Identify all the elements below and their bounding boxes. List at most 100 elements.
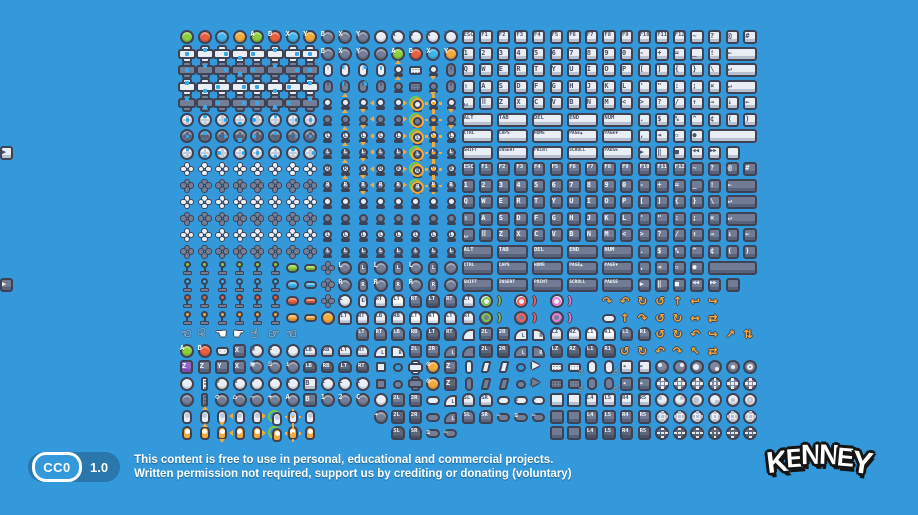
icon-key: .: [637, 244, 651, 259]
icon-plus: [409, 360, 423, 374]
icon-dpad: [215, 96, 230, 110]
icon-key: 2L: [479, 343, 493, 358]
icon-dpad: [180, 63, 194, 77]
icon-ball: [655, 360, 670, 374]
icon-tri: ▶: [532, 360, 540, 371]
icon-ball: [725, 360, 740, 374]
icon-ramp: L: [444, 395, 458, 407]
icon-stick: L: [321, 228, 335, 242]
icon-cb: A: [391, 30, 406, 44]
icon-key: DEL: [532, 244, 563, 259]
icon-key: /: [672, 228, 687, 242]
icon-trig: RT: [444, 294, 458, 308]
icon-key: (: [725, 244, 739, 259]
icon-key: ●: [690, 261, 704, 275]
icon-key: \: [708, 195, 722, 209]
icon-cring: [549, 294, 564, 308]
icon-key: 2L: [391, 393, 405, 407]
icon-key: P: [620, 63, 634, 77]
icon-rdpad: [268, 112, 282, 127]
icon-key: ?: [655, 96, 669, 110]
icon-rdpad: [180, 145, 194, 160]
icon-key: {: [672, 195, 687, 209]
icon-cring: [514, 310, 529, 325]
icon-stick: [426, 113, 440, 127]
icon-rdpad: [215, 145, 230, 160]
icon-padh: ☝: [567, 377, 583, 393]
icon-bigsq: [549, 426, 564, 440]
icon-key: T: [532, 63, 546, 77]
icon-key: F6: [567, 30, 581, 44]
icon-diam: [320, 261, 335, 275]
icon-key: →: [708, 96, 722, 110]
icon-stick: [444, 212, 458, 226]
icon-trig: RZ: [567, 343, 581, 358]
icon-diam: [232, 178, 247, 193]
icon-key: C: [532, 96, 546, 110]
icon-stick: L: [444, 146, 458, 160]
icon-diam: [250, 244, 265, 259]
icon-dpad: [268, 46, 282, 61]
icon-key: CTRL: [461, 129, 493, 143]
icon-rdpad: [180, 129, 194, 143]
icon-joy: [233, 310, 247, 325]
icon-diam: [303, 244, 318, 259]
icon-stick: [321, 212, 335, 226]
icon-icn: −: [250, 393, 265, 407]
icon-big: [286, 311, 300, 325]
icon-diam: [180, 228, 194, 242]
icon-cap: [426, 410, 440, 424]
icon-key: N: [584, 96, 599, 110]
icon-diam: [285, 195, 300, 209]
icon-ball: [655, 409, 670, 424]
icon-key: TAB: [496, 244, 528, 259]
icon-stick: [338, 109, 352, 127]
icon-diam: [268, 211, 282, 226]
icon-nun: L: [356, 261, 370, 275]
icon-dpad: [268, 79, 282, 94]
icon-key: L4: [584, 426, 599, 440]
icon-dpad: [285, 63, 300, 77]
icon-slant: [479, 377, 493, 391]
icon-key: 4: [514, 178, 528, 193]
icon-key: L5: [602, 409, 616, 424]
icon-key: O: [602, 63, 616, 77]
icon-key: B: [303, 376, 317, 391]
kenney-logo-letter: N: [800, 438, 820, 471]
icon-key: F3: [514, 30, 528, 44]
icon-ball: [690, 360, 705, 374]
icon-key: N: [584, 228, 599, 242]
icon-key: ←: [725, 178, 757, 193]
icon-ramp: L: [444, 411, 458, 424]
icon-trig: RB: [320, 361, 335, 373]
icon-trig: L1: [584, 327, 599, 341]
icon-diam: [250, 211, 265, 226]
icon-key: ?: [708, 162, 722, 176]
icon-cap: ≡: [514, 393, 528, 407]
icon-trig: SL: [461, 409, 475, 424]
icon-ramp: L: [514, 345, 528, 358]
icon-diam: [215, 195, 230, 209]
icon-key: X: [514, 96, 528, 110]
icon-diam: [285, 162, 300, 176]
icon-ball: [672, 393, 687, 407]
icon-key: F12: [672, 30, 687, 44]
icon-key: B: [567, 228, 581, 242]
icon-dpad: [285, 96, 300, 110]
icon-fb: Y: [303, 30, 318, 44]
icon-big: [286, 294, 300, 308]
icon-diam: [250, 178, 265, 193]
icon-icn: ⚙: [215, 393, 230, 407]
icon-rdpad: [197, 112, 212, 127]
icon-key: ↓: [725, 228, 739, 242]
icon-key: F10: [637, 162, 651, 176]
icon-key: ×: [708, 211, 722, 226]
icon-key: ▶: [0, 277, 14, 292]
icon-stick: R: [444, 162, 458, 176]
icon-stick: [426, 96, 440, 110]
icon-tri: ▶: [532, 376, 540, 388]
icon-key: Q: [461, 63, 475, 77]
icon-joy: [198, 294, 212, 308]
icon-key: Z: [496, 96, 511, 110]
icon-key: F4: [532, 30, 546, 44]
